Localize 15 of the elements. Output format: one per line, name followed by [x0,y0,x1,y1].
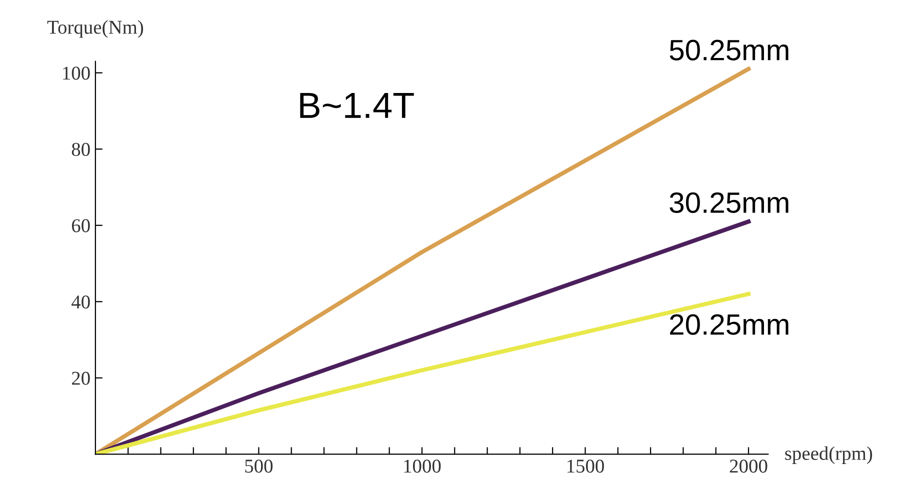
x-tick-label: 500 [245,460,273,473]
series-label: 50.25mm [670,40,788,60]
y-tick-label: 80 [72,142,90,156]
x-tick-label: 1500 [568,460,604,473]
y-tick-label: 40 [72,295,90,309]
series-label: 30.25mm [670,192,788,214]
y-axis-title: Torque(Nm) [47,20,144,38]
y-tick-label: 20 [72,372,90,385]
y-tick-label: 100 [63,66,90,80]
x-tick-label: 1000 [404,460,441,473]
y-tick-label: 60 [72,219,90,232]
x-axis-title: speed(rpm) [785,446,872,464]
annotation: B~1.4T [300,93,414,118]
x-tick-label: 2000 [730,460,768,473]
series-label: 20.25mm [670,314,788,335]
